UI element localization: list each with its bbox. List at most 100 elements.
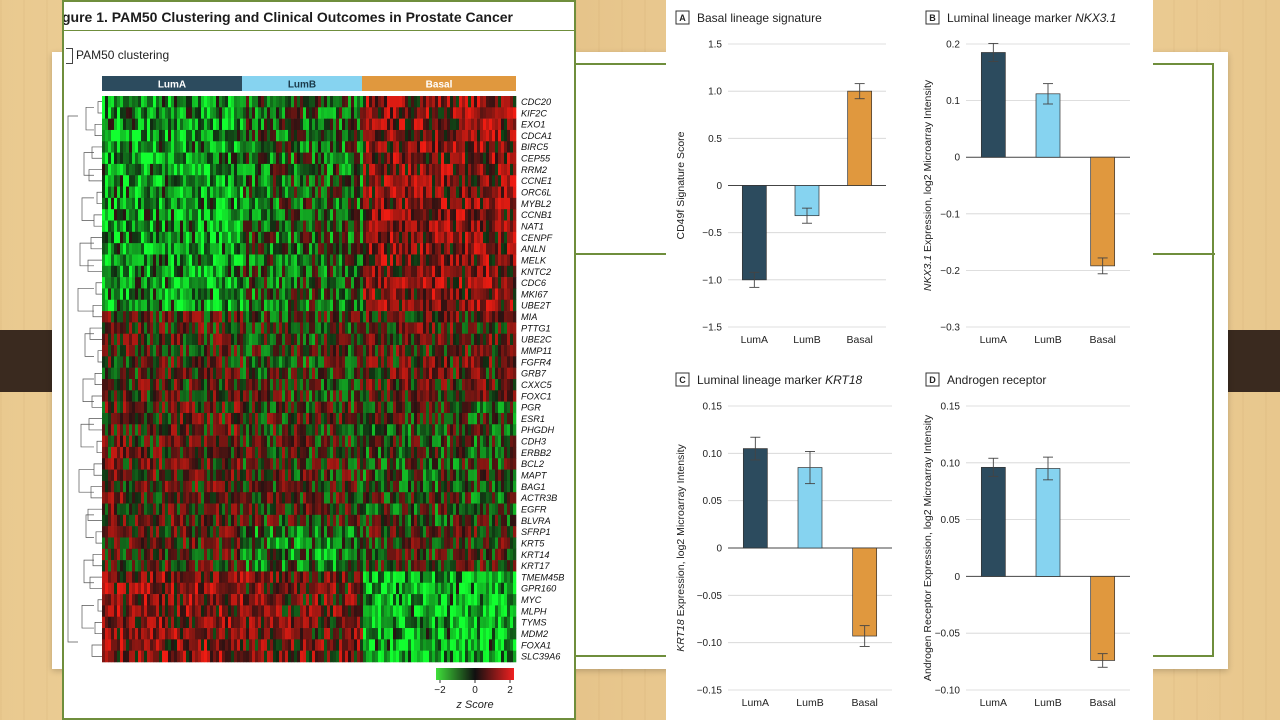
panel-title: Luminal lineage marker NKX3.1	[947, 11, 1116, 25]
x-tick-label: Basal	[852, 697, 878, 709]
bar-luma	[741, 185, 767, 281]
x-tick-label: LumB	[1034, 334, 1061, 346]
bar-basal	[1090, 576, 1116, 661]
colorbar-tick: −2	[434, 685, 446, 696]
gene-label: CXXC5	[521, 380, 553, 390]
y-tick-label: −0.5	[702, 228, 722, 239]
gene-label: ESR1	[521, 414, 545, 424]
bar-charts: A Basal lineage signature 1.5 1.0 0.5 0 −0.5 −1…	[675, 10, 1130, 709]
gene-label: SFRP1	[521, 527, 551, 537]
gene-label: PHGDH	[521, 425, 555, 435]
colorbar-tick: 2	[507, 685, 513, 696]
gene-label: ORC6L	[521, 188, 552, 198]
gene-label: MDM2	[521, 629, 548, 639]
gene-label: MIA	[521, 312, 537, 322]
x-tick-label: LumA	[980, 697, 1007, 709]
bar-luma	[980, 52, 1006, 158]
panel-letter-box	[675, 10, 690, 25]
y-axis-label: KRT18 Expression, log2 Microarray Intens…	[675, 443, 687, 651]
gene-label: BAG1	[521, 482, 546, 492]
panel-letter-box	[675, 372, 690, 387]
y-tick-label: −0.3	[940, 323, 960, 334]
gene-label: MYC	[521, 595, 542, 605]
gene-label: EXO1	[521, 120, 546, 130]
gene-label: KRT17	[521, 561, 550, 571]
gene-label: CEP55	[521, 154, 551, 164]
gene-label: PGR	[521, 403, 541, 413]
y-tick-label: −0.2	[940, 266, 960, 277]
y-tick-label: −0.10	[697, 638, 723, 649]
x-tick-label: LumB	[793, 334, 820, 346]
y-axis-label: NKX3.1 Expression, log2 Microarray Inten…	[922, 79, 934, 291]
dendrogram	[67, 101, 102, 657]
gene-label: CDC6	[521, 278, 547, 288]
panel-letter-box	[925, 10, 940, 25]
gene-label: CCNB1	[521, 210, 552, 220]
y-tick-label: 0	[716, 544, 722, 555]
gene-label: RRM2	[521, 165, 547, 175]
x-tick-label: LumA	[741, 334, 768, 346]
figure-title: gure 1. PAM50 Clustering and Clinical Ou…	[62, 6, 574, 31]
y-tick-label: −1.5	[702, 323, 722, 334]
gene-label: UBE2C	[521, 335, 552, 345]
gene-label: BCL2	[521, 459, 544, 469]
y-tick-label: −0.15	[697, 686, 723, 697]
gene-label: FOXC1	[521, 391, 552, 401]
x-tick-label: Basal	[1090, 334, 1116, 346]
bar-panel-d: D Androgen receptor 0.15 0.10 0.05 0 −0.05 −0.1…	[922, 372, 1130, 709]
heatmap-figure: gure 1. PAM50 Clustering and Clinical Ou…	[62, 0, 576, 720]
subpanel-label: PAM50 clustering	[65, 48, 170, 64]
gene-label: BIRC5	[521, 142, 549, 152]
y-tick-label: 0.5	[708, 134, 722, 145]
y-tick-label: 0.10	[941, 458, 961, 469]
gene-label: CDCA1	[521, 131, 552, 141]
figure-title-text: gure 1. PAM50 Clustering and Clinical Ou…	[62, 9, 513, 25]
gene-label: ACTR3B	[520, 493, 557, 503]
gene-label: MYBL2	[521, 199, 551, 209]
gene-label: MKI67	[521, 289, 548, 299]
gene-label: KNTC2	[521, 267, 551, 277]
y-tick-label: 0	[954, 572, 960, 583]
colorbar-label: z Score	[455, 699, 493, 711]
gene-label: UBE2T	[521, 301, 552, 311]
gene-label: GPR160	[521, 584, 557, 594]
heatmap-cells	[102, 96, 517, 663]
gene-label: ANLN	[520, 244, 546, 254]
panel-title: Basal lineage signature	[697, 11, 822, 25]
x-tick-label: LumA	[980, 334, 1007, 346]
gene-label: FGFR4	[521, 357, 551, 367]
gene-label: CCNE1	[521, 176, 552, 186]
bar-panel-a: A Basal lineage signature 1.5 1.0 0.5 0 −0.5 −1…	[675, 10, 886, 346]
gene-label: MELK	[521, 255, 547, 265]
y-tick-label: −0.10	[935, 686, 961, 697]
y-axis-label: CD49f Signature Score	[675, 131, 687, 239]
bar-lumb	[1035, 468, 1061, 577]
gene-label: TMEM45B	[521, 572, 564, 582]
panel-letter: A	[679, 13, 686, 23]
y-tick-label: 0.10	[703, 449, 723, 460]
gene-label: CDC20	[521, 97, 552, 107]
x-tick-label: LumB	[1034, 697, 1061, 709]
gene-label: SLC39A6	[521, 652, 561, 662]
panel-title: Androgen receptor	[947, 373, 1046, 387]
gene-label: MMP11	[521, 346, 552, 356]
gene-label: ERBB2	[521, 448, 551, 458]
x-tick-label: Basal	[1090, 697, 1116, 709]
bar-luma	[742, 448, 768, 549]
y-tick-label: −1.0	[702, 275, 722, 286]
x-tick-label: LumB	[796, 697, 823, 709]
y-tick-label: 0.2	[946, 40, 960, 51]
group-label: LumB	[288, 80, 316, 91]
gene-label: KRT5	[521, 538, 545, 548]
y-tick-label: 0	[716, 181, 722, 192]
y-tick-label: 1.5	[708, 40, 722, 51]
y-tick-label: −0.05	[697, 591, 723, 602]
y-tick-label: 1.0	[708, 87, 722, 98]
group-label: LumA	[158, 80, 186, 91]
gene-label: CENPF	[521, 233, 554, 243]
y-tick-label: 0.05	[703, 496, 723, 507]
colorbar-tick: 0	[472, 685, 478, 696]
bar-basal	[852, 547, 878, 637]
panel-letter: C	[679, 375, 686, 385]
